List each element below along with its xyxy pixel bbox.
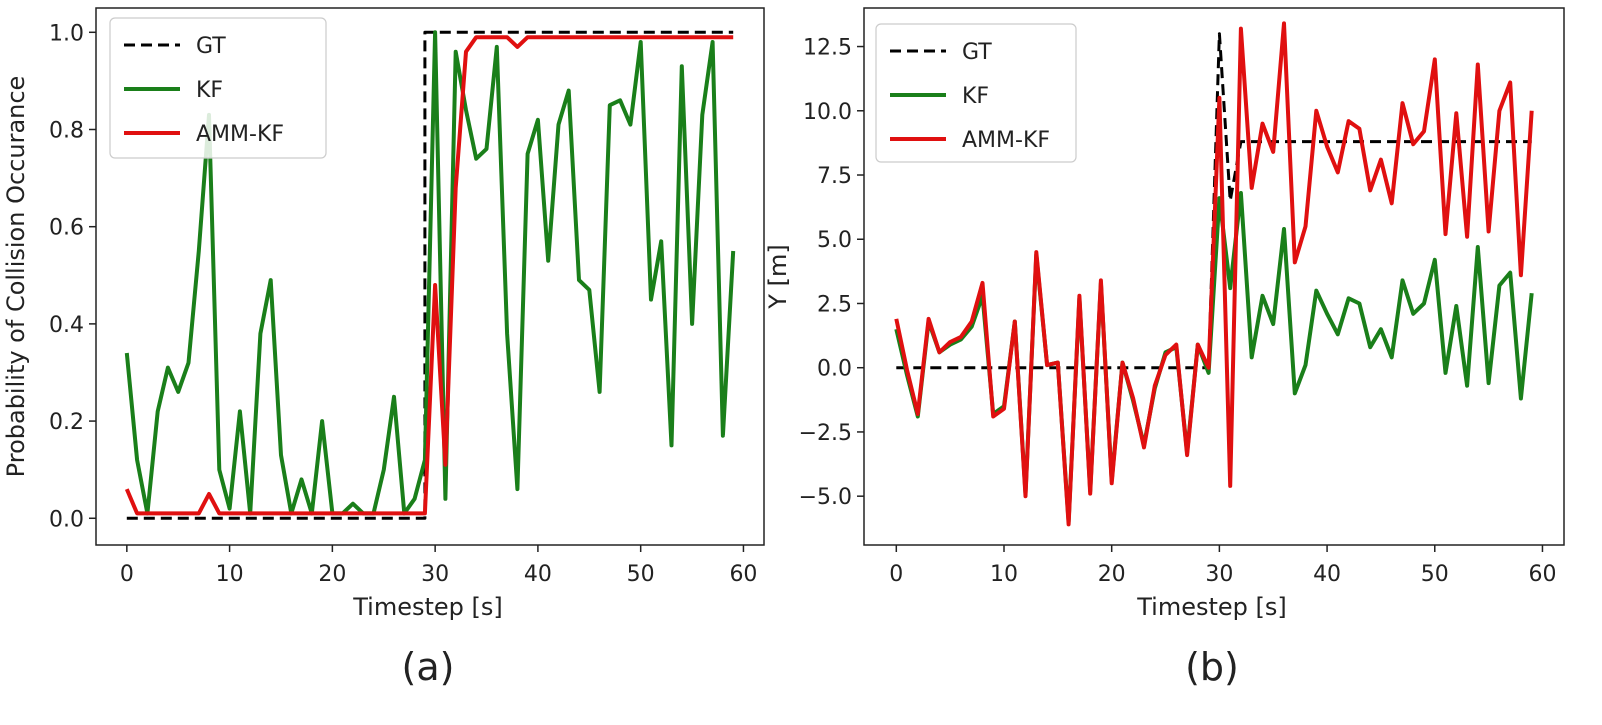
x-axis-label: Timestep [s] [352, 593, 503, 621]
figure-caption: (a) [402, 645, 455, 689]
x-tick-label: 50 [627, 562, 655, 587]
chart-panel-a: 0 10 20 30 40 50 60 0.0 0.2 0.4 0.6 0.8 1.0 Timestep … [2, 7, 765, 689]
legend: GT KF AMM-KF [109, 17, 327, 159]
y-tick-label: 0.0 [49, 507, 84, 532]
y-tick-label: 0.2 [49, 410, 84, 435]
figure-caption: (b) [1185, 645, 1239, 689]
legend-label: AMM-KF [196, 122, 284, 147]
x-axis-label: Timestep [s] [1136, 593, 1287, 621]
y-tick-label: 5.0 [817, 228, 852, 253]
y-tick-label: 0.8 [49, 118, 84, 143]
x-tick-label: 40 [1313, 562, 1341, 587]
series-amm-kf-line [124, 35, 734, 516]
x-tick-label: 0 [120, 562, 134, 587]
legend-box [109, 17, 327, 159]
y-tick-label: 7.5 [817, 164, 852, 189]
series-amm-kf-line [894, 21, 1534, 527]
x-tick-label: 40 [524, 562, 552, 587]
x-tick-label: 20 [318, 562, 346, 587]
legend-label: KF [962, 84, 989, 109]
y-axis-label: Probability of Collision Occurance [2, 76, 30, 478]
y-tick-label: −2.5 [799, 421, 852, 446]
y-tick-label: 2.5 [817, 292, 852, 317]
y-tick-label: 0.4 [49, 313, 84, 338]
x-tick-label: 60 [729, 562, 757, 587]
series-gt-line [126, 30, 734, 520]
y-tick-label: 0.6 [49, 216, 84, 241]
y-tick-label: −5.0 [799, 485, 852, 510]
y-tick-label: 10.0 [803, 100, 852, 125]
y-tick-label: 12.5 [803, 36, 852, 61]
series-kf-line [124, 30, 736, 516]
x-tick-label: 0 [889, 562, 903, 587]
y-tick-label: 0.0 [817, 357, 852, 382]
y-tick-label: 1.0 [49, 21, 84, 46]
legend: GT KF AMM-KF [875, 23, 1077, 163]
legend-label: KF [196, 78, 223, 103]
x-tick-label: 60 [1528, 562, 1556, 587]
x-tick-label: 50 [1421, 562, 1449, 587]
axes-frame [863, 7, 1565, 546]
x-tick-label: 10 [216, 562, 244, 587]
axes-frame [95, 7, 765, 546]
legend-label: GT [196, 34, 226, 59]
legend-box [875, 23, 1077, 163]
y-axis-label: Y [m] [764, 244, 792, 309]
x-tick-label: 30 [421, 562, 449, 587]
x-tick-label: 10 [990, 562, 1018, 587]
legend-label: AMM-KF [962, 128, 1050, 153]
legend-label: GT [962, 40, 992, 65]
x-tick-label: 30 [1205, 562, 1233, 587]
chart-panel-b: 0 10 20 30 40 50 60 −5.0 −2.5 0.0 2.5 5.0 7.5 10.0 12.… [764, 7, 1565, 689]
x-tick-label: 20 [1098, 562, 1126, 587]
